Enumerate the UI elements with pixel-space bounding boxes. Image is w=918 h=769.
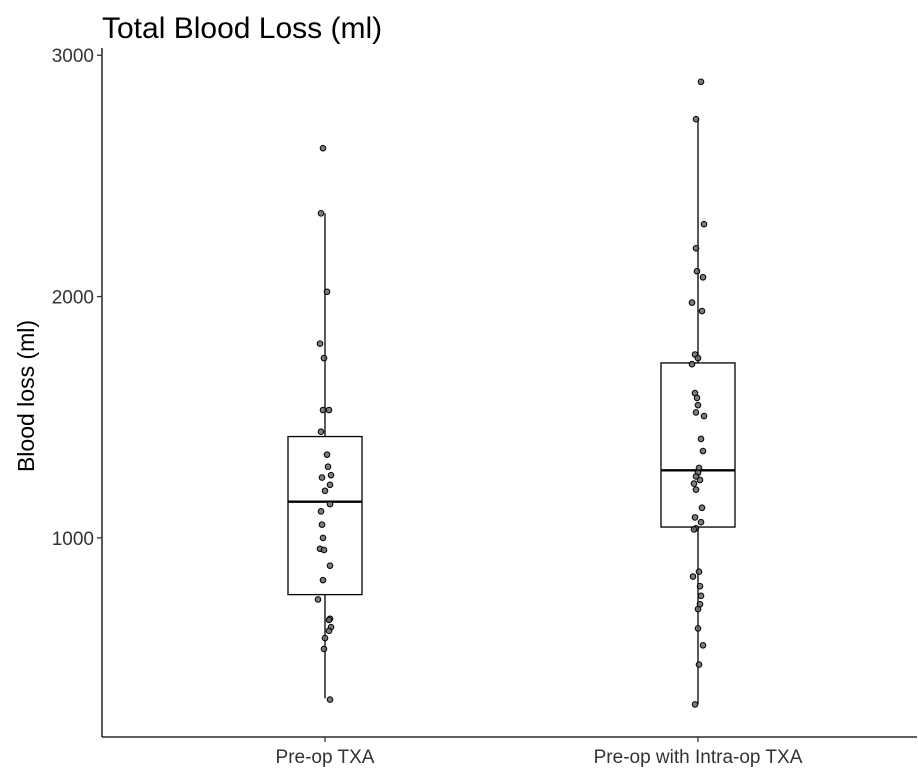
x-tick-label: Pre-op with Intra-op TXA — [594, 747, 803, 768]
data-point — [694, 625, 702, 632]
data-point — [323, 451, 331, 458]
data-point — [700, 412, 708, 420]
data-point — [326, 696, 334, 703]
data-point — [321, 487, 329, 495]
data-point — [318, 521, 326, 528]
data-point — [694, 354, 702, 362]
data-point — [327, 471, 335, 479]
data-point — [326, 500, 334, 508]
data-point — [691, 701, 699, 708]
data-point — [697, 78, 705, 86]
data-point — [696, 476, 704, 484]
data-point — [319, 406, 327, 414]
data-point — [314, 596, 322, 603]
data-point — [324, 463, 332, 471]
x-tick-label: Pre-op TXA — [276, 747, 375, 768]
point-group — [314, 144, 335, 703]
data-point — [688, 299, 696, 306]
data-point — [694, 605, 702, 613]
y-tick-label: 2000 — [52, 288, 94, 309]
data-point — [697, 592, 705, 600]
data-point — [320, 354, 328, 362]
data-point — [699, 447, 707, 455]
y-axis-label: Blood loss (ml) — [13, 320, 39, 472]
data-point — [325, 627, 333, 635]
data-point — [694, 401, 702, 409]
data-point — [699, 273, 707, 281]
data-point — [692, 473, 700, 480]
data-point — [325, 616, 333, 624]
data-point — [317, 210, 325, 217]
data-point — [325, 406, 333, 414]
data-point — [689, 573, 697, 580]
y-axis-ticks: 1000 2000 3000 — [52, 46, 102, 550]
data-point — [321, 634, 329, 642]
data-point — [320, 546, 328, 554]
box-iqr — [660, 362, 736, 528]
data-point — [692, 486, 700, 493]
data-point — [326, 562, 334, 569]
data-point — [699, 641, 707, 649]
data-point — [692, 115, 700, 123]
chart-title: Total Blood Loss (ml) — [102, 12, 382, 45]
data-point — [700, 220, 708, 228]
plot-area — [287, 78, 736, 708]
y-tick-label: 3000 — [52, 46, 94, 67]
data-point — [688, 360, 696, 368]
box-group — [287, 213, 363, 699]
box-iqr — [287, 435, 363, 596]
data-point — [693, 394, 701, 402]
data-point — [697, 435, 705, 443]
data-point — [319, 576, 327, 584]
data-point — [696, 582, 704, 590]
data-point — [695, 568, 703, 575]
data-point — [695, 661, 703, 668]
point-group — [688, 78, 708, 708]
x-axis-ticks: Pre-op TXA Pre-op with Intra-op TXA — [276, 737, 803, 768]
data-point — [319, 144, 327, 152]
data-point — [692, 245, 700, 252]
data-point — [326, 481, 334, 489]
data-point — [316, 340, 324, 347]
data-point — [693, 267, 701, 275]
data-point — [691, 514, 699, 521]
y-tick-label: 1000 — [52, 529, 94, 550]
data-point — [692, 409, 700, 416]
data-point — [317, 508, 325, 515]
data-point — [317, 428, 325, 436]
data-point — [697, 518, 705, 526]
data-point — [690, 526, 698, 533]
data-point — [320, 645, 328, 653]
data-point — [698, 307, 706, 315]
data-point — [690, 480, 698, 487]
data-point — [318, 474, 326, 481]
data-point — [323, 288, 331, 296]
data-point — [698, 504, 706, 512]
data-point — [319, 534, 327, 542]
